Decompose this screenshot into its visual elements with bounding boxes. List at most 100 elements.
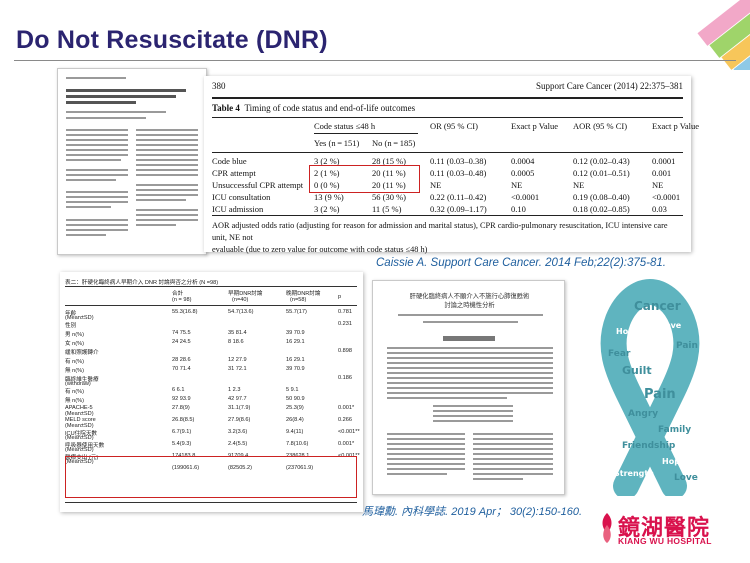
chinese-table-cell: 12 27.9 [228,357,247,363]
chinese-table-cell: 26.8(8.5) [172,417,195,423]
svg-text:Hope: Hope [616,327,640,336]
chinese-row-label: 醫療支出 (元) [65,455,99,461]
chinese-table-cell: 24 24.5 [172,339,191,345]
svg-text:Love: Love [660,321,682,330]
chinese-row-label: MELD score [65,417,96,423]
table-cell: 28 (15 %) [372,156,406,166]
table-row-label: ICU admission [212,204,264,214]
chinese-row-label: 無 n(%) [65,398,84,404]
chinese-row-sublabel: (withdraw) [65,381,91,387]
table-cell: 0.11 (0.03–0.38) [430,156,487,166]
chinese-table-panel: 表二：肝硬化臨終病人早期介入 DNR 討論與否之分析 (N =98) 合計 早期… [60,272,363,512]
journal-article-thumbnail [57,68,207,255]
chinese-row-label: 女 n(%) [65,341,84,347]
chinese-row-sublabel: (Mean±SD) [65,411,94,417]
chinese-table-cell: 55.3(16.8) [172,309,198,315]
column-header: Yes (n = 151) [314,138,360,148]
table-row-label: CPR attempt [212,168,256,178]
column-header: OR (95 % CI) [430,121,478,131]
chinese-table-cell: <0.001** [338,429,360,435]
chinese-row-label: 年齡 [65,311,77,317]
hospital-name-chinese: 鏡湖醫院 [618,515,711,541]
chinese-col-subheader: (n=40) [232,297,249,303]
chinese-row-label: 無 n(%) [65,368,84,374]
column-group-header: Code status ≤48 h [314,121,376,131]
chinese-row-label: 緩和照護轉介 [65,350,99,356]
table-cell: 0.12 (0.01–0.51) [573,168,630,178]
chinese-table-cell: 54.7(13.6) [228,309,254,315]
caption-rule [65,286,357,287]
svg-text:Cancer: Cancer [634,299,681,313]
svg-text:Pain: Pain [644,387,676,402]
column-header: AOR (95 % CI) [573,121,628,131]
chinese-row-label: 臨終維生醫療 [65,377,99,383]
footnote-line: evaluable (due to zero value for outcome… [212,245,428,254]
table-caption-text: Timing of code status and end-of-life ou… [244,103,416,113]
table-cell: 3 (2 %) [314,204,340,214]
bottom-rule [65,502,357,503]
chinese-table-cell: 16 29.1 [286,357,305,363]
svg-text:Guilt: Guilt [622,364,652,377]
bottom-rule [212,215,683,216]
chinese-row-label: 性別 [65,323,77,329]
journal-reference: Support Care Cancer (2014) 22:375–381 [536,81,683,91]
table-cell: <0.0001 [511,192,540,202]
table-cell: 0.10 [511,204,526,214]
chinese-table-cell: (82505.2) [228,465,252,471]
highlight-box [309,165,420,193]
chinese-table-cell: 27.9(8.6) [228,417,251,423]
svg-text:Love: Love [674,473,698,483]
table-cell: 0.11 (0.03–0.48) [430,168,487,178]
top-rule [212,97,683,99]
table-caption: Table 4 Timing of code status and end-of… [212,103,415,113]
citation-caissie: Caissie A. Support Care Cancer. 2014 Feb… [376,257,666,269]
table-cell: 56 (30 %) [372,192,406,202]
cancer-ribbon-image: Cancer Love Hope Pain Fear Guilt Pain An… [600,278,700,496]
chinese-table-cell: 31 72.1 [228,366,247,372]
chinese-table-cell: 25.3(9) [286,405,304,411]
chinese-table-cell: 27.8(9) [172,405,190,411]
table-cell: <0.0001 [652,192,681,202]
slide-title: Do Not Resuscitate (DNR) [16,26,328,54]
table-cell: 0.32 (0.09–1.17) [430,204,487,214]
table-cell: 0.0001 [652,156,676,166]
chinese-article-thumbnail: 肝硬化臨終病人不願介入不施行心肺復甦術 討論之時機性分析 [372,280,565,495]
table-label: Table 4 [212,103,240,113]
column-header: No (n = 185) [372,138,416,148]
highlight-box [65,456,357,498]
footnote-line: AOR adjusted odds ratio (adjusting for r… [212,221,668,242]
chinese-table-cell: 3.2(3.6) [228,429,248,435]
header-rule [65,305,357,306]
chinese-table-cell: 55.7(17) [286,309,307,315]
table-row-label: Unsuccessful CPR attempt [212,180,304,190]
chinese-table-cell: 6 6.1 [172,387,185,393]
chinese-row-label: 呼吸器使用天數 [65,443,105,449]
chinese-table-cell: (237061.9) [286,465,314,471]
article-title: 肝硬化臨終病人不願介入不施行心肺復甦術 [409,293,530,300]
table-cell: 0.0005 [511,168,535,178]
chinese-row-label: 有 n(%) [65,359,84,365]
table-cell: 0.22 (0.11–0.42) [430,192,487,202]
chinese-table-cell: 6.7(9.1) [172,429,192,435]
chinese-table-cell: 5 9.1 [286,387,299,393]
chinese-table-cell: 92 93.9 [172,396,191,402]
table-cell: 0.001 [652,168,672,178]
table-cell: 11 (5 %) [372,204,402,214]
svg-text:Angry: Angry [628,409,658,419]
chinese-table-cell: 7.8(10.6) [286,441,309,447]
column-header: Exact p Value [511,121,559,131]
chinese-table-cell: 0.001* [338,405,355,411]
table-cell: 0.18 (0.02–0.85) [573,204,630,214]
chinese-table-cell: 31.1(7.9) [228,405,251,411]
table-cell: NE [430,180,442,190]
column-header: Exact p Value [652,121,700,131]
table-cell: 0.0004 [511,156,535,166]
table-cell: NE [573,180,585,190]
chinese-table-cell: 1 2.3 [228,387,241,393]
chinese-row-label: 男 n(%) [65,332,84,338]
table-cell: 2 (1 %) [314,168,340,178]
chinese-table-cell: (199061.6) [172,465,200,471]
chinese-row-sublabel: (Mean±SD) [65,315,94,321]
chinese-table-cell: 8 18.6 [228,339,244,345]
svg-text:Friendship: Friendship [622,441,676,451]
